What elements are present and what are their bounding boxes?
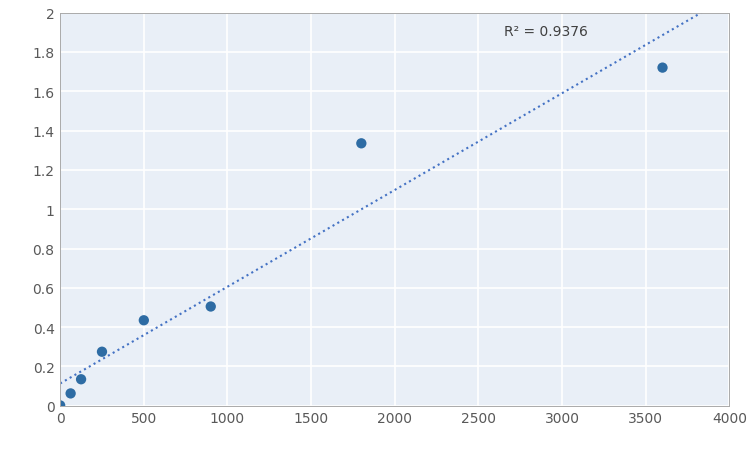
Point [205, 303, 217, 310]
Point [75, 376, 87, 383]
Point [355, 140, 367, 147]
Point [138, 317, 150, 324]
Text: R² = 0.9376: R² = 0.9376 [504, 25, 587, 39]
Point [96, 348, 108, 355]
Point [65, 390, 77, 397]
Point [656, 65, 669, 72]
Point [54, 402, 66, 409]
